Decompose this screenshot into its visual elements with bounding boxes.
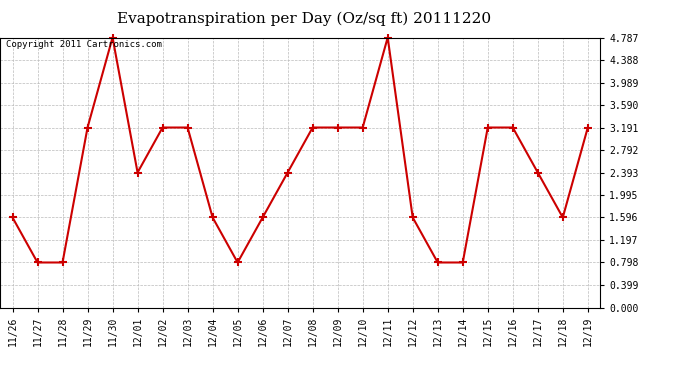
Text: Evapotranspiration per Day (Oz/sq ft) 20111220: Evapotranspiration per Day (Oz/sq ft) 20…: [117, 11, 491, 26]
Text: Copyright 2011 Cartronics.com: Copyright 2011 Cartronics.com: [6, 40, 162, 49]
